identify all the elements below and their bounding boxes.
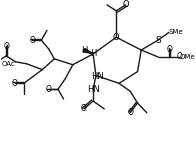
Text: SMe: SMe: [169, 29, 184, 35]
Text: H: H: [81, 46, 87, 55]
Text: HN: HN: [91, 72, 104, 81]
Text: HN: HN: [87, 85, 100, 94]
Text: O: O: [122, 0, 129, 9]
Text: OAc: OAc: [1, 61, 15, 67]
Text: O: O: [29, 36, 35, 45]
Text: O: O: [176, 52, 182, 61]
Text: O: O: [113, 33, 120, 42]
Text: O: O: [46, 85, 52, 94]
Polygon shape: [83, 48, 93, 54]
Text: O: O: [3, 42, 9, 51]
Text: O: O: [167, 45, 173, 54]
Text: O: O: [127, 108, 133, 117]
Text: S: S: [155, 36, 161, 45]
Text: H: H: [90, 49, 96, 59]
Text: O: O: [81, 104, 87, 113]
Text: O: O: [12, 79, 17, 88]
Text: OMe: OMe: [180, 54, 196, 60]
